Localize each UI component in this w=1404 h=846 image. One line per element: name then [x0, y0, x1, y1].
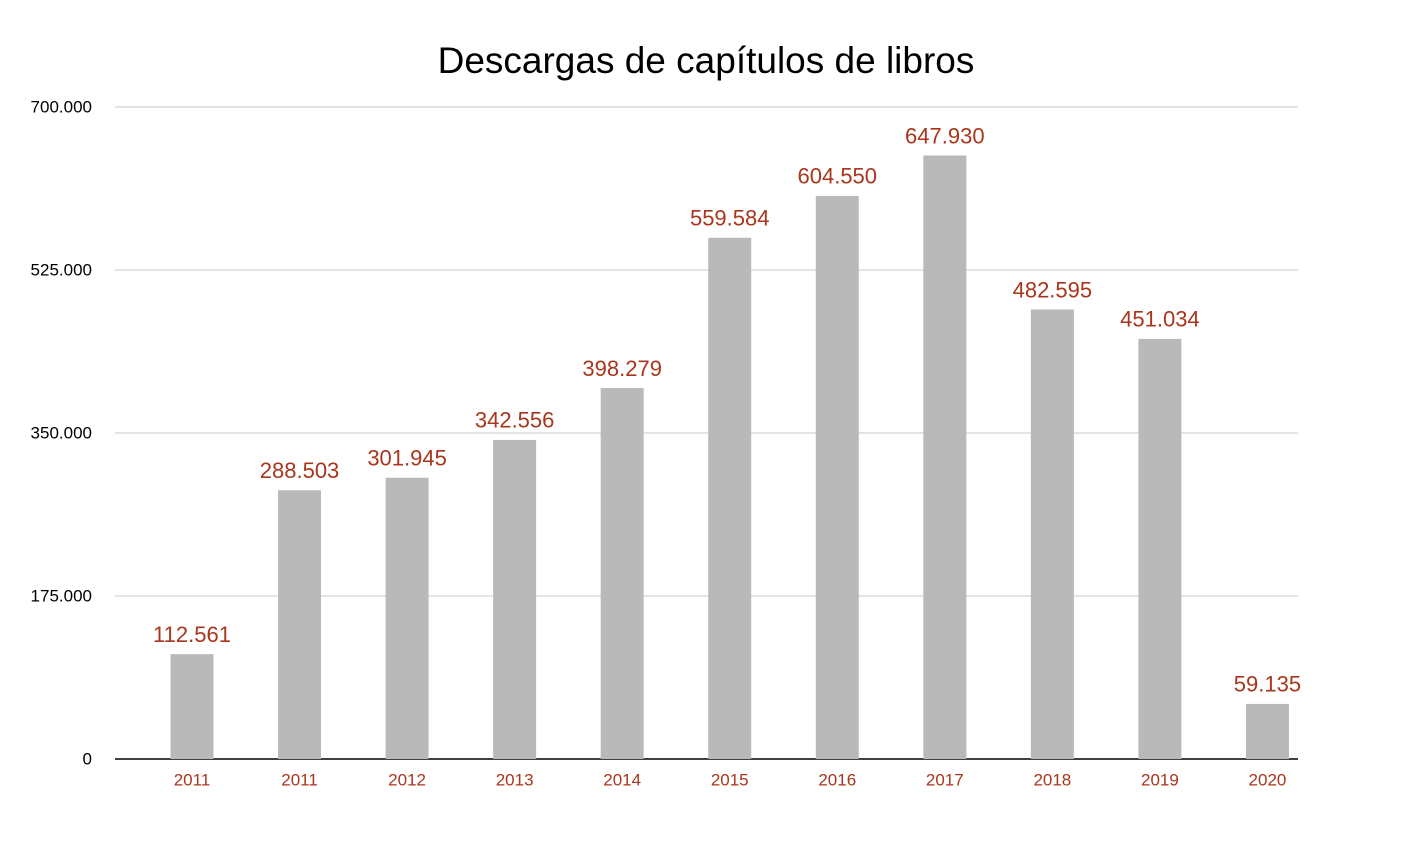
- x-tick-label: 2015: [711, 770, 749, 789]
- bar: [815, 195, 859, 760]
- x-tick-label: 2013: [496, 770, 534, 789]
- y-tick-label: 700.000: [31, 97, 92, 116]
- x-tick-label: 2020: [1249, 770, 1287, 789]
- value-label: 59.135: [1234, 672, 1301, 697]
- bar: [708, 237, 752, 759]
- bar: [1030, 309, 1074, 759]
- bar: [1138, 338, 1182, 759]
- bar: [493, 439, 537, 759]
- value-label: 559.584: [690, 206, 770, 231]
- y-tick-label: 175.000: [31, 586, 92, 605]
- x-tick-label: 2012: [388, 770, 426, 789]
- x-tick-label: 2019: [1141, 770, 1179, 789]
- value-label: 301.945: [367, 446, 447, 471]
- y-tick-label: 0: [83, 749, 92, 768]
- y-tick-label: 350.000: [31, 423, 92, 442]
- y-tick-label: 525.000: [31, 260, 92, 279]
- x-tick-label: 2014: [603, 770, 641, 789]
- bar: [278, 490, 322, 759]
- value-label: 482.595: [1013, 277, 1093, 302]
- value-label: 604.550: [798, 164, 878, 189]
- value-label: 647.930: [905, 123, 985, 148]
- value-label: 288.503: [260, 458, 340, 483]
- value-label: 112.561: [153, 622, 231, 647]
- value-label: 398.279: [582, 356, 662, 381]
- x-tick-label: 2017: [926, 770, 964, 789]
- x-tick-label: 2018: [1033, 770, 1071, 789]
- bar: [1245, 703, 1289, 759]
- value-label: 451.034: [1120, 307, 1200, 332]
- x-tick-label: 2016: [818, 770, 856, 789]
- chart-title: Descargas de capítulos de libros: [438, 40, 975, 81]
- value-label: 342.556: [475, 408, 555, 433]
- bar: [170, 654, 214, 759]
- bar: [923, 155, 967, 759]
- x-tick-label: 2011: [281, 770, 318, 789]
- bar: [600, 388, 644, 759]
- x-tick-label: 2011: [174, 770, 211, 789]
- bar: [385, 477, 429, 759]
